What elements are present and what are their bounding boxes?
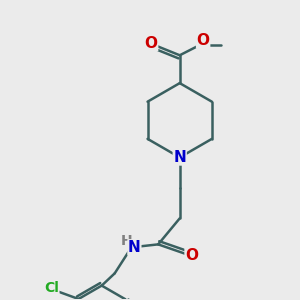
Text: O: O [185, 248, 198, 263]
Text: Cl: Cl [44, 281, 59, 295]
Text: N: N [173, 150, 186, 165]
Text: H: H [121, 234, 133, 248]
Text: O: O [145, 35, 158, 50]
Text: O: O [196, 33, 210, 48]
Text: N: N [128, 240, 141, 255]
